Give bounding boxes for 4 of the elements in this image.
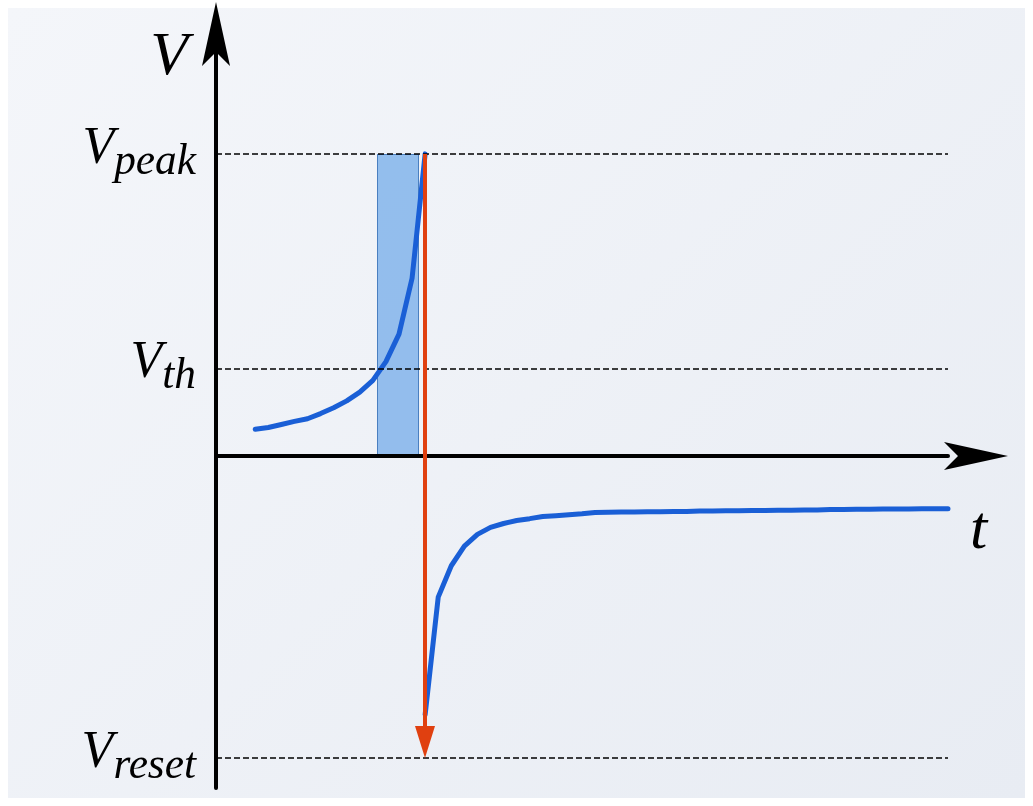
ref-line-label: V$_{th}$ bbox=[130, 331, 196, 398]
x-axis-title: t bbox=[970, 492, 988, 561]
ref-line-label: V$_{reset}$ bbox=[81, 720, 196, 788]
ref-line-label: V$_{peak}$ bbox=[82, 116, 196, 184]
